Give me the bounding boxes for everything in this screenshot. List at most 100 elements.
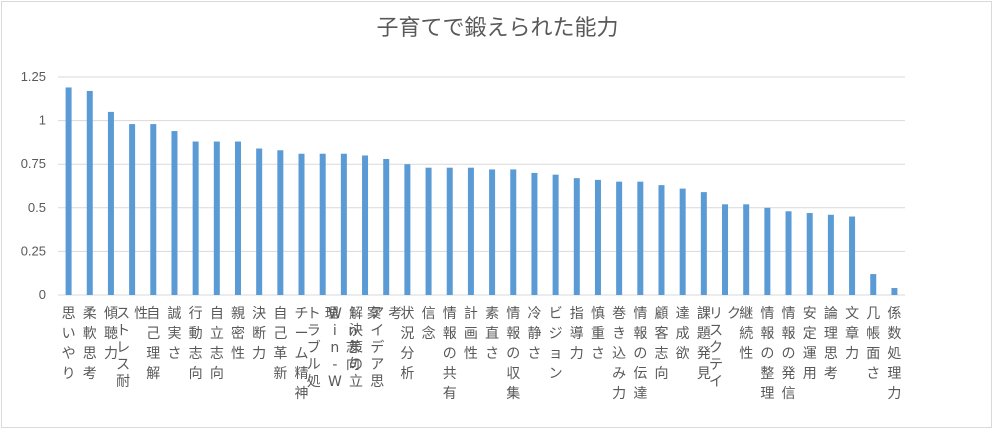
x-category-char: 処 [307, 374, 321, 390]
bar [150, 124, 157, 295]
x-category-char: 導 [570, 326, 584, 342]
y-tick-label: 0 [39, 287, 46, 302]
x-category-char: n [330, 340, 339, 356]
x-category-char: 発 [782, 366, 796, 382]
x-category-char: 析 [400, 366, 414, 382]
x-category-label: 継続性 [739, 306, 753, 362]
x-category-char: 柔 [83, 306, 97, 322]
x-category-char: 理 [887, 366, 901, 382]
x-category-char: 向 [210, 366, 224, 382]
x-category-char: 動 [189, 326, 203, 342]
x-category-char: 指 [570, 306, 584, 322]
x-category-char: 発 [697, 346, 711, 362]
x-category-char: 軟 [83, 326, 97, 342]
bar [404, 164, 411, 295]
x-category-char: 新 [273, 366, 287, 382]
bar [489, 169, 496, 295]
bar [65, 87, 72, 296]
x-category-char: 報 [782, 326, 796, 342]
x-category-char: の [506, 346, 520, 362]
bar [870, 274, 877, 295]
x-category-char: 実 [167, 326, 181, 342]
x-category-char: さ [485, 346, 499, 362]
x-category-char: 決 [349, 323, 363, 339]
gridlines [58, 76, 905, 296]
x-category-char: 立 [349, 374, 363, 390]
x-category-char: 章 [845, 325, 859, 342]
x-category-char: 運 [803, 346, 817, 362]
x-category-char: 集 [506, 385, 520, 402]
bar [446, 167, 453, 295]
x-category-char: ア [370, 357, 384, 373]
x-category-char: ム [295, 346, 309, 362]
x-category-char: 性 [464, 346, 478, 362]
y-tick-label: 0.75 [21, 156, 46, 171]
bar [722, 204, 729, 295]
bar [86, 90, 93, 296]
x-category-char: ョ [549, 346, 563, 362]
x-category-char: ー [295, 326, 309, 342]
x-category-char: 数 [887, 326, 901, 342]
x-category-char: 案 [367, 305, 381, 322]
bar [467, 167, 474, 295]
x-category-label: 決断力 [252, 306, 266, 362]
bar [594, 179, 601, 295]
y-axis: 0 0.25 0.5 0.75 1 1.25 [21, 69, 46, 302]
x-category-char: 思 [62, 306, 76, 322]
x-category-char: ン [549, 366, 563, 382]
x-category-char: 考 [388, 306, 402, 322]
bar [806, 213, 813, 295]
bar [743, 204, 750, 295]
x-category-char: 定 [803, 326, 817, 342]
x-category-char: 文 [845, 306, 859, 322]
x-category-label: 文章力 [845, 306, 859, 362]
x-category-char: 自 [146, 306, 160, 322]
x-category-char: 報 [443, 326, 457, 342]
x-category-char: 題 [697, 326, 711, 342]
x-category-char: 成 [676, 326, 690, 342]
x-category-char: 画 [464, 326, 478, 342]
x-category-char: 重 [591, 326, 605, 342]
x-category-char: 報 [506, 326, 520, 342]
x-category-char: 行 [189, 306, 203, 322]
x-category-char: 計 [464, 306, 478, 322]
x-category-label: 指導力 [570, 306, 584, 362]
x-category-char: 耐 [116, 374, 130, 390]
x-category-char: 己 [273, 326, 287, 342]
x-category-char: 信 [422, 306, 436, 322]
x-category-char: 帳 [866, 326, 880, 342]
x-category-char: 情 [506, 306, 520, 322]
x-category-char: 力 [570, 346, 584, 362]
x-category-char: 解 [349, 306, 363, 322]
x-category-char: 係 [887, 306, 901, 322]
x-category-char: 理 [760, 386, 774, 402]
x-category-char: テ [709, 357, 723, 373]
x-category-char: さ [527, 346, 541, 362]
x-category-char: 情 [443, 306, 457, 322]
x-category-char: 解 [146, 366, 160, 382]
chart-title: 子育てで鍛えられた能力 [376, 16, 619, 41]
bar [383, 158, 390, 295]
x-category-char: の [443, 346, 457, 362]
x-category-char: 況 [400, 326, 414, 342]
x-category-char: ト [307, 306, 321, 322]
x-category-label: 親密性 [231, 306, 245, 362]
x-category-char: 向 [654, 366, 668, 382]
bar [658, 185, 665, 295]
x-category-label: 計画性 [464, 306, 478, 362]
x-category-char: 直 [485, 325, 499, 342]
x-category-label: 達成欲 [676, 306, 690, 362]
x-category-char: 分 [400, 346, 414, 362]
x-category-char: の [782, 346, 796, 362]
x-category-char: ク [727, 306, 741, 322]
